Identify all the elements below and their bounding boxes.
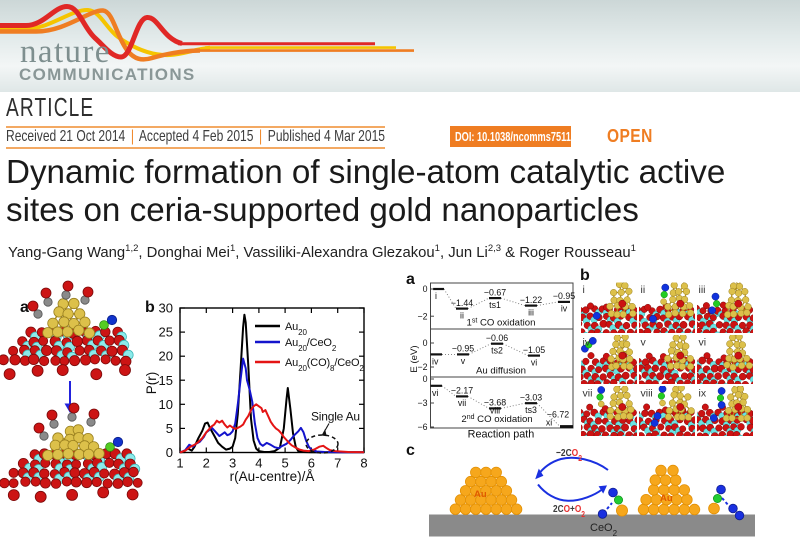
svg-text:−0.95: −0.95 xyxy=(553,291,575,301)
svg-text:−6: −6 xyxy=(417,422,427,432)
svg-text:3: 3 xyxy=(229,456,236,471)
svg-text:Au: Au xyxy=(660,493,673,504)
svg-text:ts1: ts1 xyxy=(489,300,501,310)
svg-text:5: 5 xyxy=(166,421,173,436)
svg-text:viii: viii xyxy=(490,406,500,416)
svg-text:vi: vi xyxy=(432,388,438,398)
svg-text:iii: iii xyxy=(699,284,706,296)
svg-text:−3.68: −3.68 xyxy=(484,398,506,408)
svg-text:ix: ix xyxy=(699,388,707,400)
svg-text:0: 0 xyxy=(423,338,428,348)
svg-text:Au20/CeO2: Au20/CeO2 xyxy=(285,337,337,353)
svg-text:10: 10 xyxy=(159,397,173,412)
svg-text:Single Au: Single Au xyxy=(311,410,360,424)
svg-text:viii: viii xyxy=(641,388,653,400)
svg-text:−6.72: −6.72 xyxy=(547,410,569,420)
svg-text:−0.06: −0.06 xyxy=(486,333,508,343)
svg-text:−0.67: −0.67 xyxy=(484,287,506,297)
svg-text:−2CO2: −2CO2 xyxy=(556,447,582,463)
svg-text:1: 1 xyxy=(176,456,183,471)
svg-text:−2: −2 xyxy=(417,362,427,372)
svg-text:Au diffusion: Au diffusion xyxy=(476,366,526,377)
svg-text:−1.44: −1.44 xyxy=(451,298,473,308)
svg-text:15: 15 xyxy=(159,373,173,388)
svg-text:0: 0 xyxy=(166,445,173,460)
svg-text:E (eV): E (eV) xyxy=(409,345,420,372)
svg-text:−2.17: −2.17 xyxy=(451,386,473,396)
svg-text:v: v xyxy=(461,356,466,366)
svg-text:1st CO oxidation: 1st CO oxidation xyxy=(467,317,536,329)
svg-text:Reaction path: Reaction path xyxy=(468,429,535,441)
svg-text:iii: iii xyxy=(528,307,534,317)
svg-text:30: 30 xyxy=(159,301,173,316)
svg-text:b: b xyxy=(580,267,590,284)
svg-text:−3.03: −3.03 xyxy=(520,392,542,402)
svg-text:ii: ii xyxy=(460,310,464,320)
svg-text:0: 0 xyxy=(423,284,428,294)
svg-text:iv: iv xyxy=(561,304,568,314)
svg-text:iv: iv xyxy=(583,337,591,349)
svg-text:ts2: ts2 xyxy=(491,346,503,356)
svg-text:25: 25 xyxy=(159,325,173,340)
svg-text:vi: vi xyxy=(531,357,537,367)
svg-text:−0.95: −0.95 xyxy=(452,344,474,354)
svg-text:7: 7 xyxy=(334,456,341,471)
svg-text:0: 0 xyxy=(423,374,428,384)
svg-text:vii: vii xyxy=(583,388,593,400)
svg-text:5: 5 xyxy=(281,456,288,471)
svg-text:P(r): P(r) xyxy=(144,372,159,395)
svg-text:r(Au-centre)/Å: r(Au-centre)/Å xyxy=(230,469,315,484)
svg-text:2: 2 xyxy=(203,456,210,471)
svg-text:−3: −3 xyxy=(417,398,427,408)
svg-text:i: i xyxy=(583,284,585,296)
svg-text:c: c xyxy=(406,442,415,459)
svg-text:8: 8 xyxy=(360,456,367,471)
svg-text:2nd CO oxidation: 2nd CO oxidation xyxy=(461,414,532,426)
svg-text:vii: vii xyxy=(458,398,466,408)
svg-text:−2: −2 xyxy=(417,311,427,321)
svg-text:Au: Au xyxy=(474,489,487,500)
svg-text:a: a xyxy=(20,299,29,316)
svg-text:6: 6 xyxy=(308,456,315,471)
svg-text:i: i xyxy=(435,291,437,301)
svg-text:vi: vi xyxy=(699,337,707,349)
svg-text:iv: iv xyxy=(432,356,439,366)
svg-text:xi: xi xyxy=(546,418,552,428)
svg-text:20: 20 xyxy=(159,349,173,364)
svg-text:b: b xyxy=(145,299,155,316)
svg-text:4: 4 xyxy=(255,456,262,471)
svg-text:v: v xyxy=(641,337,647,349)
svg-text:ts3: ts3 xyxy=(525,405,537,415)
svg-text:CeO2: CeO2 xyxy=(590,522,618,538)
svg-text:ii: ii xyxy=(641,284,646,296)
svg-text:−1.05: −1.05 xyxy=(523,345,545,355)
svg-text:a: a xyxy=(406,271,415,288)
svg-text:−1.22: −1.22 xyxy=(520,295,542,305)
